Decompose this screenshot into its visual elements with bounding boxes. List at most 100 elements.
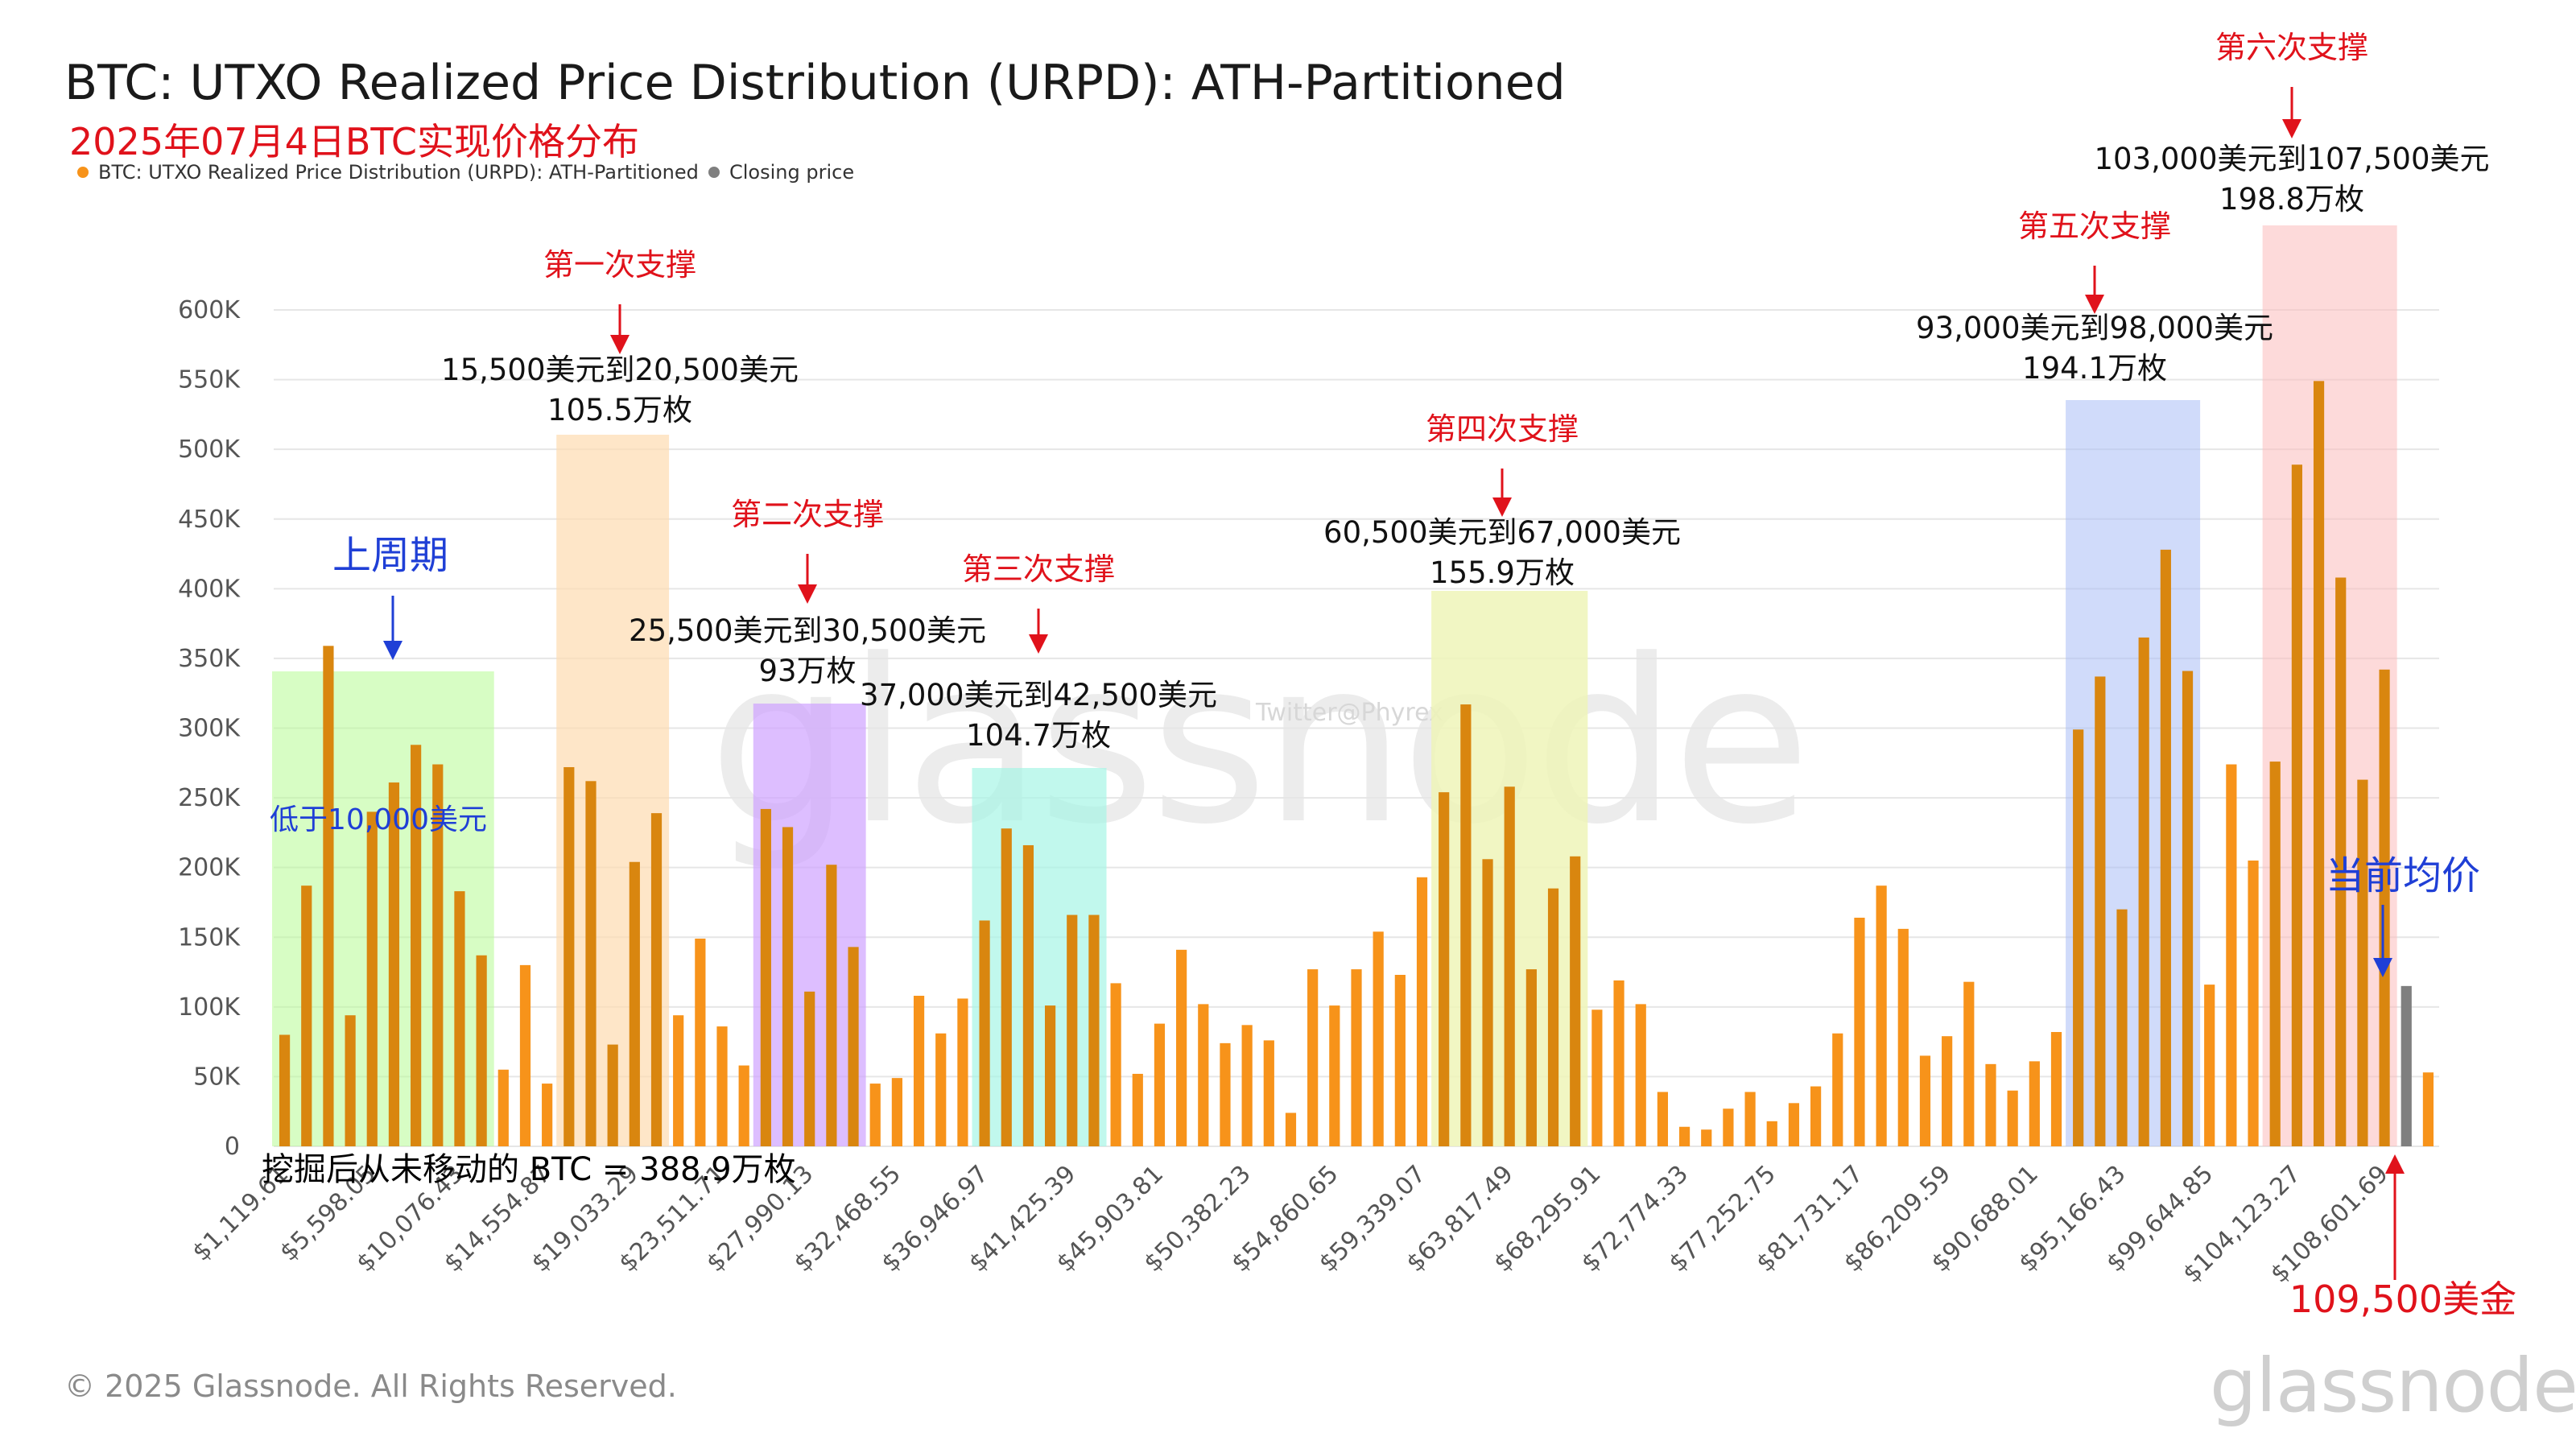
- urpd-bar: [1942, 1036, 1953, 1146]
- urpd-bar: [585, 781, 597, 1146]
- urpd-bar: [2050, 1032, 2062, 1146]
- urpd-bar: [564, 766, 575, 1146]
- urpd-bar: [2116, 909, 2128, 1146]
- y-tick-label: 600K: [178, 296, 241, 324]
- urpd-bar: [1044, 1005, 1056, 1146]
- urpd-bar: [1657, 1092, 1669, 1146]
- urpd-bar: [695, 938, 706, 1146]
- y-tick-label: 100K: [178, 993, 241, 1022]
- urpd-bar: [650, 813, 663, 1146]
- urpd-bar: [913, 995, 925, 1146]
- urpd-bar: [629, 861, 640, 1146]
- urpd-bar: [607, 1044, 618, 1146]
- support1-amount: 105.5万枚: [547, 393, 692, 427]
- urpd-bar: [279, 1034, 291, 1146]
- urpd-bar: [1504, 786, 1515, 1146]
- prev-cycle-sublabel: 低于10,000美元: [270, 803, 487, 836]
- support-band: [972, 768, 1107, 1146]
- y-tick-label: 150K: [178, 923, 241, 952]
- urpd-bar: [1088, 914, 1100, 1146]
- urpd-bar: [476, 955, 487, 1146]
- y-tick-label: 300K: [178, 715, 241, 743]
- urpd-bar: [1067, 914, 1078, 1146]
- support3-label: 第三次支撑: [962, 551, 1115, 587]
- prev-cycle-label: 上周期: [332, 533, 448, 578]
- support-band: [556, 435, 670, 1146]
- twitter-watermark: Twitter@Phyrex: [1256, 699, 1443, 727]
- urpd-bar: [1220, 1042, 1231, 1146]
- urpd-bar: [1570, 856, 1581, 1146]
- urpd-bar: [1766, 1121, 1777, 1146]
- urpd-bar: [2379, 669, 2390, 1146]
- urpd-bar: [542, 1084, 553, 1146]
- urpd-bar: [1198, 1004, 1209, 1146]
- support4-range: 60,500美元到67,000美元: [1323, 515, 1681, 550]
- urpd-bar: [2029, 1061, 2040, 1146]
- support6-amount: 198.8万枚: [2219, 182, 2364, 217]
- urpd-bar: [2138, 637, 2149, 1146]
- urpd-bar: [2422, 1072, 2434, 1146]
- legend-item-closing-price[interactable]: Closing price: [708, 161, 854, 184]
- support6-label: 第六次支撑: [2215, 30, 2368, 65]
- support2-label: 第二次支撑: [731, 497, 884, 532]
- urpd-bar: [323, 646, 334, 1146]
- urpd-bar: [1439, 792, 1450, 1146]
- urpd-bar: [2160, 549, 2171, 1146]
- urpd-bar: [2335, 577, 2347, 1146]
- urpd-bar: [1351, 969, 1362, 1146]
- urpd-bar: [826, 865, 837, 1146]
- support3-amount: 104.7万枚: [966, 718, 1111, 753]
- urpd-bar: [411, 745, 422, 1146]
- y-tick-label: 200K: [178, 854, 241, 882]
- urpd-bar: [1678, 1126, 1690, 1146]
- glassnode-logo: glassnode: [2210, 1343, 2576, 1429]
- urpd-bar: [760, 808, 771, 1146]
- support6-range: 103,000美元到107,500美元: [2094, 142, 2489, 176]
- support5-range: 93,000美元到98,000美元: [1916, 311, 2273, 345]
- closing-price-bar: [2401, 985, 2412, 1146]
- chart-subtitle: 2025年07月4日BTC实现价格分布: [69, 120, 639, 163]
- urpd-bar: [738, 1065, 749, 1146]
- urpd-bar: [1985, 1063, 1996, 1146]
- y-tick-label: 0: [225, 1133, 240, 1161]
- urpd-bar: [2291, 464, 2302, 1146]
- support-band: [2262, 225, 2397, 1146]
- urpd-bar: [345, 1015, 356, 1146]
- urpd-bar: [1329, 1005, 1340, 1146]
- urpd-bar: [1176, 949, 1187, 1146]
- urpd-bar: [1919, 1055, 1931, 1146]
- support-bands: [272, 225, 2397, 1146]
- legend-label-closing-price: Closing price: [729, 161, 855, 184]
- urpd-bar: [1373, 931, 1384, 1146]
- urpd-bar: [519, 964, 531, 1146]
- urpd-bar: [1854, 918, 1865, 1146]
- legend-dot-urpd: [77, 167, 89, 178]
- urpd-bar: [1897, 928, 1909, 1146]
- urpd-bar: [1810, 1086, 1822, 1146]
- urpd-bar: [673, 1015, 684, 1146]
- legend-item-urpd[interactable]: BTC: UTXO Realized Price Distribution (U…: [77, 161, 699, 184]
- urpd-bar: [891, 1078, 902, 1146]
- support4-label: 第四次支撑: [1426, 411, 1579, 447]
- y-tick-label: 500K: [178, 436, 241, 464]
- urpd-bar: [935, 1033, 947, 1146]
- urpd-bar: [869, 1084, 881, 1146]
- urpd-bar: [301, 886, 312, 1146]
- copyright: © 2025 Glassnode. All Rights Reserved.: [64, 1368, 677, 1404]
- current-average-label: 当前均价: [2326, 853, 2480, 898]
- urpd-bar: [1482, 859, 1493, 1146]
- urpd-bar: [1723, 1108, 1734, 1146]
- y-tick-label: 400K: [178, 575, 241, 603]
- unmoved-btc-note: 挖掘后从未移动的 BTC = 388.9万枚: [262, 1151, 796, 1188]
- urpd-bar: [2007, 1090, 2018, 1146]
- urpd-bar: [848, 947, 859, 1146]
- support5-label: 第五次支撑: [2018, 208, 2171, 244]
- urpd-bar: [432, 764, 444, 1146]
- closing-price-label: 109,500美金: [2289, 1278, 2516, 1321]
- y-tick-label: 450K: [178, 506, 241, 534]
- bars: [279, 381, 2434, 1146]
- support-band: [2066, 400, 2201, 1146]
- urpd-bar: [2095, 676, 2106, 1146]
- urpd-bar: [804, 991, 815, 1146]
